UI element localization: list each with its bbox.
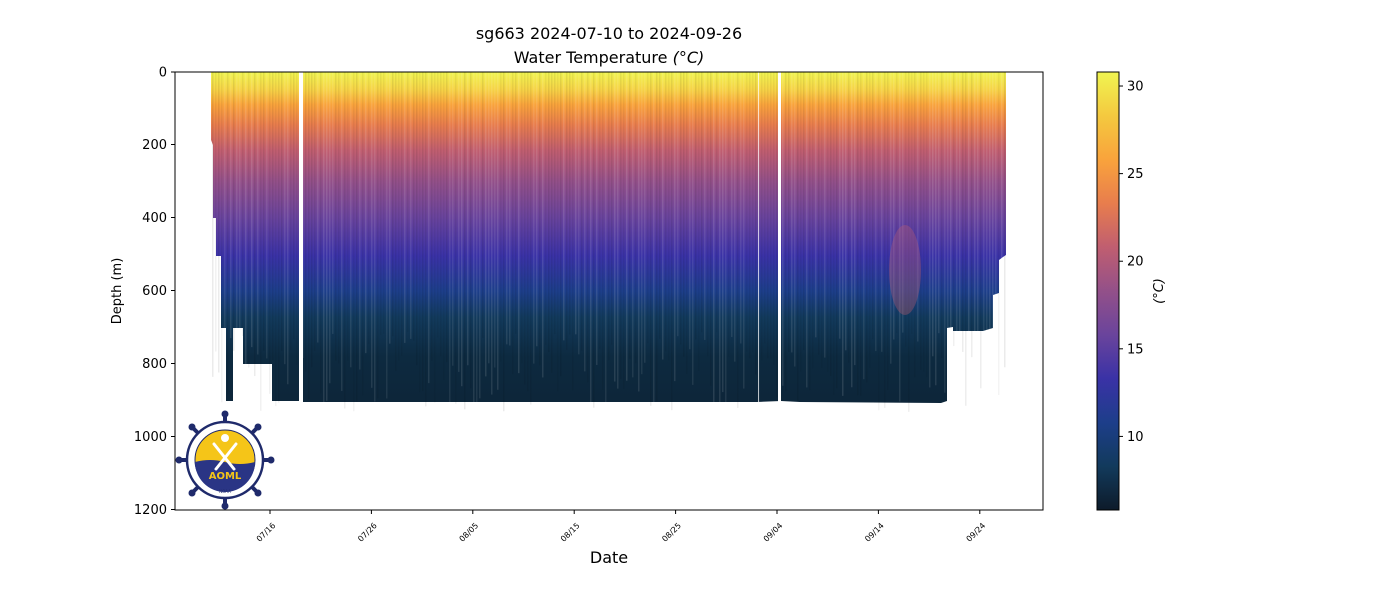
- heatmap-field: [211, 72, 1006, 412]
- x-axis-label: Date: [590, 548, 628, 567]
- x-tick-label: 09/04: [762, 521, 785, 544]
- x-tick-label: 09/24: [965, 521, 988, 544]
- colorbar-tick-label: 25: [1127, 167, 1144, 182]
- colorbar-tick-label: 10: [1127, 430, 1144, 445]
- chart-subtitle: Water Temperature (°C): [0, 48, 1218, 67]
- data-gap-3: [758, 72, 759, 402]
- data-gap-1: [299, 72, 303, 412]
- colorbar-tick-label: 30: [1127, 80, 1144, 95]
- y-tick-label: 800: [142, 357, 167, 372]
- logo-sea: [195, 460, 255, 492]
- colorbar-tick-label: 15: [1127, 342, 1144, 357]
- aoml-logo: AOML NOAA: [175, 410, 275, 510]
- x-tick-label: 07/26: [356, 521, 379, 544]
- x-tick-label: 08/15: [559, 521, 582, 544]
- colorbar-tick-label: 20: [1127, 255, 1144, 270]
- subtitle-unit: (°C): [672, 48, 705, 67]
- colorbar-label: (°C): [1152, 278, 1167, 304]
- y-tick-label: 0: [159, 66, 167, 81]
- colorbar-ticks: 10 15 20 25 30: [1119, 80, 1144, 445]
- logo-sub: NOAA: [219, 489, 231, 494]
- x-tick-label: 08/05: [458, 521, 481, 544]
- y-axis: 0 200 400 600 800 1000 1200: [134, 66, 175, 518]
- chart-title: sg663 2024-07-10 to 2024-09-26: [475, 24, 743, 43]
- data-gap-2: [778, 72, 781, 412]
- y-tick-label: 1200: [134, 503, 167, 518]
- y-tick-label: 400: [142, 211, 167, 226]
- x-tick-label: 08/25: [660, 521, 683, 544]
- x-tick-label: 09/14: [863, 521, 886, 544]
- temperature-field: [211, 72, 1006, 403]
- logo-text: AOML: [209, 471, 242, 482]
- colorbar: [1096, 71, 1120, 511]
- y-axis-label: Depth (m): [110, 258, 125, 325]
- warm-eddy-feature: [889, 225, 921, 315]
- subtitle-text: Water Temperature: [513, 48, 668, 67]
- x-axis: 07/16 07/26 08/05 08/15 08/25 09/04 09/14 09/24: [255, 510, 987, 544]
- x-tick-label: 07/16: [255, 521, 278, 544]
- profile-streaks: [212, 72, 1006, 412]
- logo-emblem-icon: [212, 442, 238, 471]
- y-tick-label: 600: [142, 284, 167, 299]
- y-tick-label: 1000: [134, 430, 167, 445]
- y-tick-label: 200: [142, 138, 167, 153]
